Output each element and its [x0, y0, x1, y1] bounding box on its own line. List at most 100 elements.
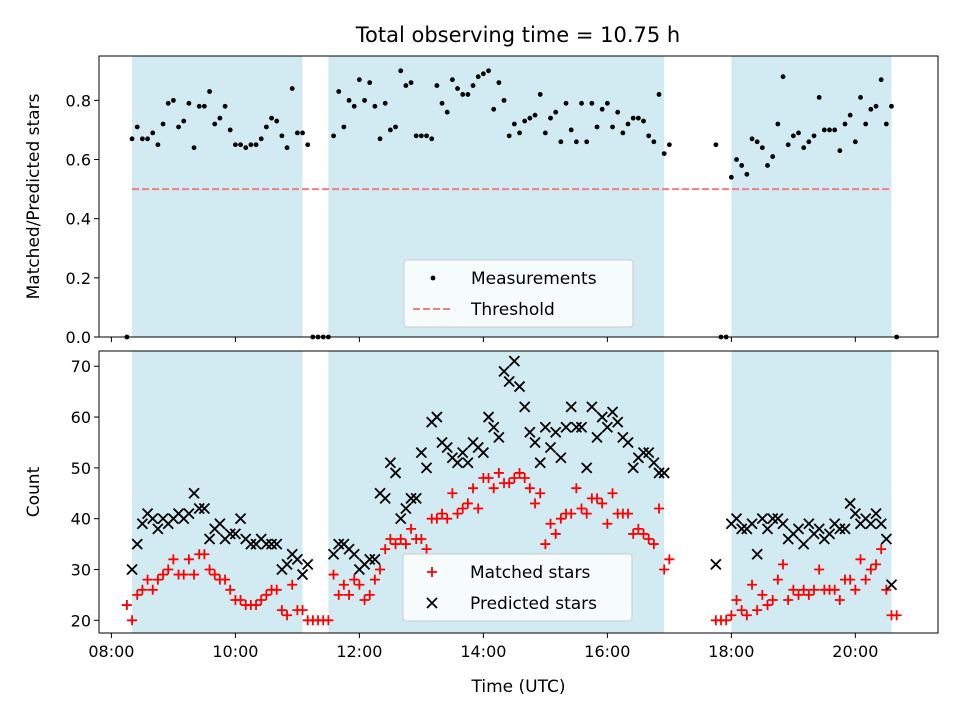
predicted-point — [601, 421, 613, 433]
x-tick-label: 10:00 — [212, 642, 258, 661]
predicted-point — [885, 579, 898, 591]
matched-point — [380, 544, 391, 555]
predicted-point — [653, 467, 665, 479]
measurement-point — [300, 130, 305, 136]
measurement-point — [563, 100, 569, 106]
matched-point — [809, 584, 820, 595]
matched-point — [555, 513, 566, 524]
predicted-point — [457, 446, 469, 459]
matched-point — [545, 518, 556, 529]
predicted-point — [539, 421, 552, 433]
predicted-point — [296, 568, 309, 581]
measurement-point — [889, 103, 894, 109]
predicted-point — [606, 406, 619, 418]
predicted-point — [736, 523, 748, 535]
measurement-point — [217, 115, 223, 121]
matched-point — [328, 569, 339, 580]
measurement-point — [207, 89, 212, 94]
matched-point — [178, 569, 189, 580]
measurement-point — [646, 133, 652, 139]
matched-point — [865, 564, 876, 575]
predicted-point — [803, 518, 815, 530]
predicted-point — [524, 426, 536, 438]
predicted-point — [798, 538, 810, 550]
measurement-point — [398, 68, 404, 74]
matched-point — [220, 574, 231, 585]
predicted-point — [544, 441, 557, 454]
measurement-point — [837, 148, 843, 154]
predicted-point — [746, 518, 758, 530]
measurement-point — [455, 86, 460, 91]
matched-point — [390, 539, 401, 550]
measurement-point — [666, 142, 672, 148]
y-tick-label: 40 — [71, 510, 91, 529]
y-tick-label: 20 — [71, 611, 91, 630]
matched-point — [158, 569, 169, 580]
observing-window — [731, 351, 892, 633]
matched-point — [359, 594, 370, 605]
matched-point — [375, 564, 386, 575]
x-tick-label: 16:00 — [584, 642, 630, 661]
measurement-point — [852, 139, 858, 145]
measurement-point — [558, 139, 564, 145]
matched-point — [297, 605, 308, 616]
measurement-point — [604, 100, 610, 106]
measurement-point — [579, 100, 584, 106]
predicted-point — [648, 457, 660, 469]
predicted-point — [565, 401, 577, 413]
predicted-point — [823, 528, 836, 540]
measurement-point — [387, 127, 393, 133]
measurement-point — [294, 130, 300, 136]
matched-point — [452, 508, 463, 519]
measurement-point — [734, 157, 739, 162]
predicted-point — [348, 548, 360, 560]
matched-point — [778, 559, 789, 570]
y-tick-label: 50 — [71, 459, 91, 478]
measurement-point — [460, 92, 466, 97]
predicted-point — [364, 553, 376, 565]
matched-point — [783, 594, 794, 605]
predicted-point — [405, 492, 417, 504]
predicted-point — [245, 538, 257, 550]
matched-point — [447, 488, 458, 499]
matched-point — [416, 534, 427, 544]
bottom-panel-counts: 20 30 40 50 60 70 08:00 10:00 12:00 14:00 16:00 18:… — [24, 350, 939, 697]
measurement-point — [542, 130, 548, 136]
measurement-point — [243, 145, 249, 151]
measurement-point — [227, 127, 233, 133]
matched-point — [251, 600, 262, 611]
measurement-point — [336, 89, 342, 94]
matched-point — [736, 605, 747, 616]
measurement-point — [486, 68, 491, 74]
predicted-point — [612, 416, 624, 428]
series-matched-stars — [121, 467, 902, 626]
matched-point — [530, 498, 541, 509]
measurement-point — [625, 121, 631, 127]
predicted-point — [420, 462, 433, 474]
measurement-point — [501, 97, 507, 103]
predicted-point — [493, 431, 505, 444]
matched-point — [793, 589, 804, 600]
measurement-point — [522, 118, 528, 124]
predicted-point — [384, 457, 397, 469]
predicted-point — [229, 528, 242, 540]
measurement-point — [589, 100, 595, 106]
measurement-point — [796, 130, 801, 136]
matched-point — [648, 539, 659, 550]
predicted-point — [131, 538, 143, 550]
y-tick-label: 0.0 — [66, 328, 91, 347]
matched-point — [845, 574, 856, 585]
matched-point — [576, 503, 587, 514]
measurement-point — [816, 95, 822, 100]
predicted-point — [792, 523, 805, 535]
matched-point — [654, 503, 665, 514]
x-axis-label: Time (UTC) — [471, 677, 566, 697]
predicted-point — [488, 421, 500, 433]
predicted-point — [477, 446, 490, 459]
measurement-point — [863, 121, 869, 127]
predicted-point — [710, 558, 722, 571]
matched-point — [152, 574, 163, 585]
matched-point — [891, 610, 902, 621]
measurement-point — [413, 133, 419, 139]
